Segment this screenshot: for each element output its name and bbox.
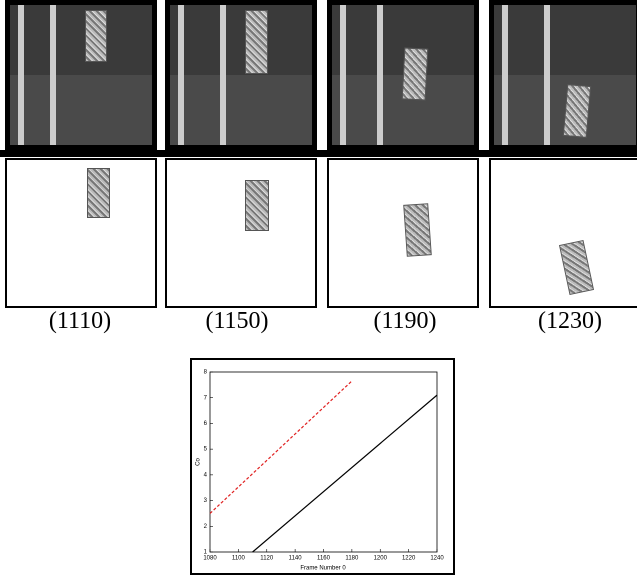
frame-label: (1190) <box>330 308 480 335</box>
x-tick-label: 1180 <box>345 556 359 562</box>
separator <box>0 150 637 157</box>
chart: Frame Number 0 Co 1080 1100 1120 1140 1160 11… <box>190 358 455 575</box>
frame-label: (1110) <box>5 308 155 335</box>
frame-label: (1150) <box>162 308 312 335</box>
x-tick-label: 1140 <box>289 556 303 562</box>
x-axis-label: Frame Number 0 <box>300 566 346 572</box>
y-axis-label: Co <box>196 458 202 466</box>
x-tick-label: 1100 <box>232 556 246 562</box>
chart-frame <box>191 359 454 574</box>
segmented-image <box>489 158 637 308</box>
x-tick-label: 1220 <box>402 556 416 562</box>
page: {"figure": {"panels": [{"label": "(1110)… <box>0 0 637 575</box>
x-tick-label: 1120 <box>260 556 274 562</box>
segmented-image <box>165 158 317 308</box>
x-tick-label: 1080 <box>203 556 217 562</box>
frame-image <box>165 0 317 150</box>
frame-image <box>5 0 157 150</box>
frame-image <box>327 0 479 150</box>
figure: (1110) (1150) (1190) (1230) Frame Number… <box>0 0 637 575</box>
segmented-image <box>327 158 479 308</box>
frame-image <box>489 0 637 150</box>
segmented-image <box>5 158 157 308</box>
x-tick-label: 1240 <box>430 556 444 562</box>
x-tick-label: 1200 <box>374 556 388 562</box>
frame-label: (1230) <box>495 308 637 335</box>
x-tick-label: 1160 <box>317 556 331 562</box>
